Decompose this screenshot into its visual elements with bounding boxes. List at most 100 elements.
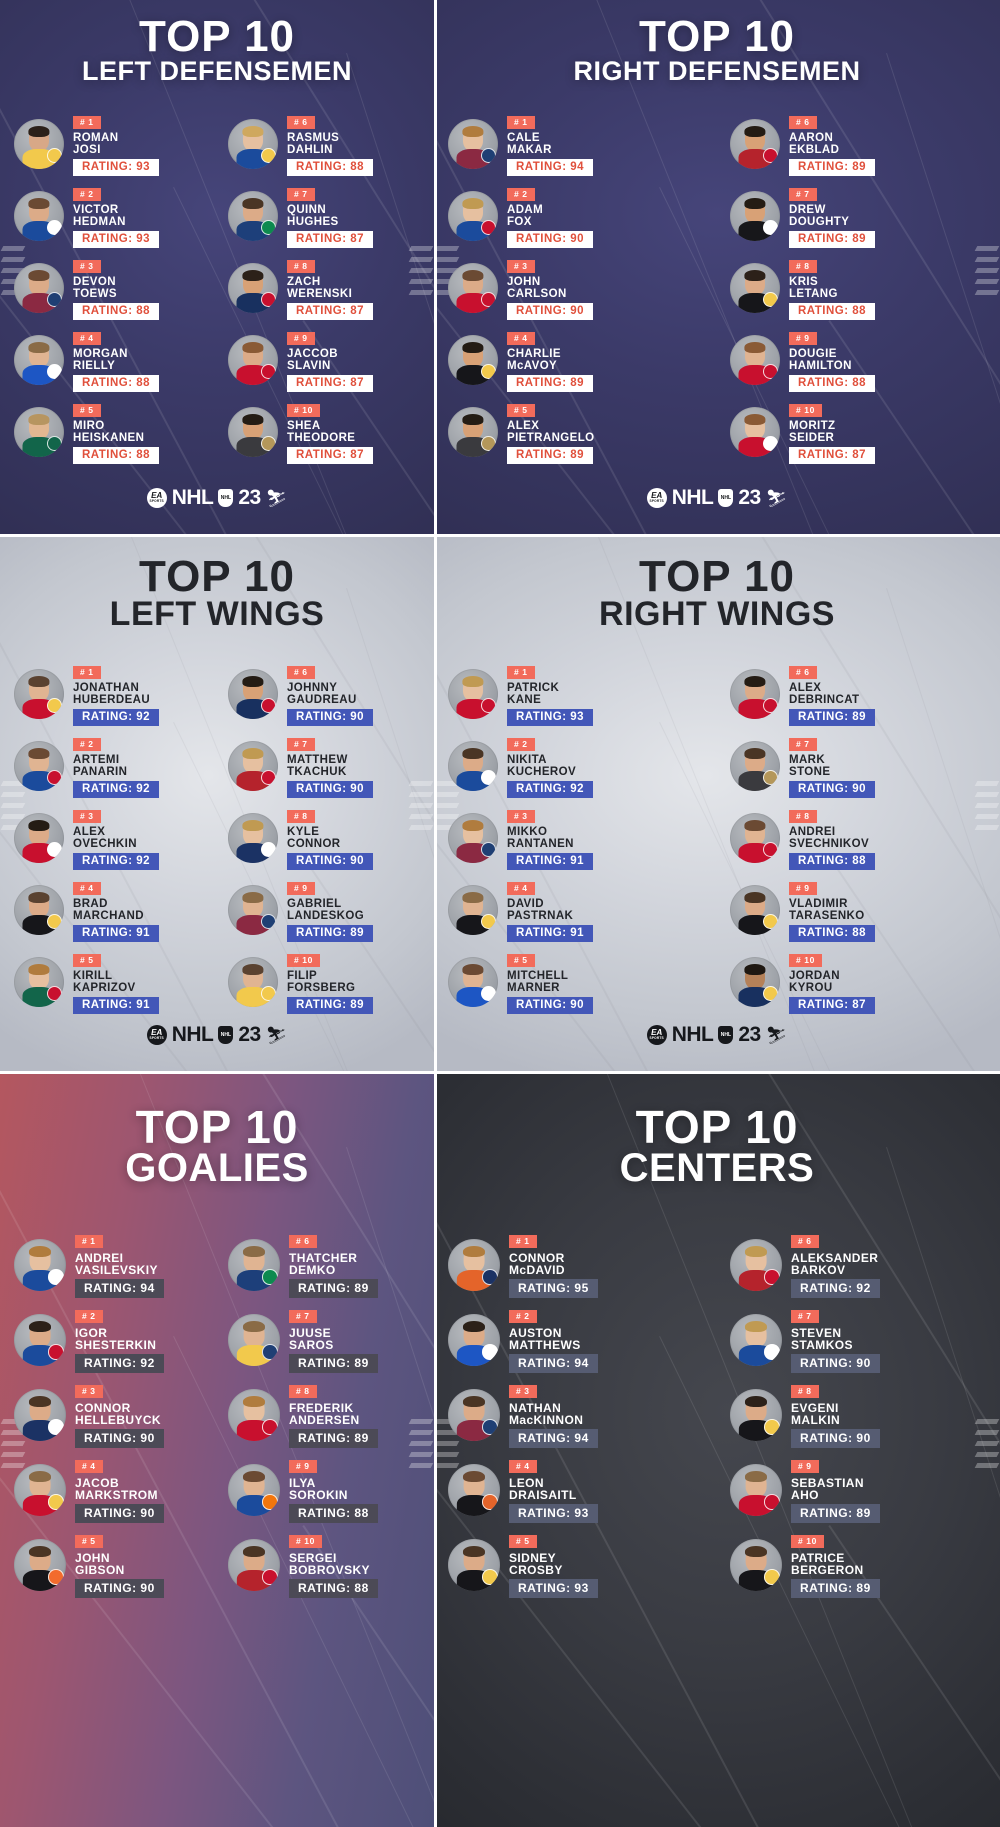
player-entry[interactable]: # 3 ALEX OVECHKIN RATING: 92 xyxy=(14,806,218,871)
player-entry[interactable]: # 2 VICTOR HEDMAN RATING: 93 xyxy=(14,184,218,249)
player-entry[interactable]: # 5 ALEX PIETRANGELO RATING: 89 xyxy=(448,400,720,465)
player-entry[interactable]: # 3 MIKKO RANTANEN RATING: 91 xyxy=(448,806,720,871)
player-entry[interactable]: # 1 CONNOR McDAVID RATING: 95 xyxy=(448,1231,720,1299)
player-entry[interactable]: # 8 FREDERIK ANDERSEN RATING: 89 xyxy=(228,1381,428,1449)
player-entry[interactable]: # 5 SIDNEY CROSBY RATING: 93 xyxy=(448,1531,720,1599)
player-entry[interactable]: # 4 LEON DRAISAITL RATING: 93 xyxy=(448,1456,720,1524)
player-info: # 6 RASMUS DAHLIN RATING: 88 xyxy=(287,112,374,177)
player-entry[interactable]: # 8 ZACH WERENSKI RATING: 87 xyxy=(228,256,428,321)
team-logo-icon xyxy=(482,1493,498,1510)
player-entry[interactable]: # 4 DAVID PASTRNAK RATING: 91 xyxy=(448,878,720,943)
player-entry[interactable]: # 5 JOHN GIBSON RATING: 90 xyxy=(14,1531,218,1599)
player-rank-badge: # 6 xyxy=(289,1235,317,1248)
player-info: # 1 ANDREI VASILEVSKIY RATING: 94 xyxy=(75,1231,164,1299)
avatar-hair xyxy=(28,1396,52,1408)
player-first-name: ANDREI xyxy=(789,826,836,838)
player-entry[interactable]: # 5 MITCHELL MARNER RATING: 90 xyxy=(448,950,720,1015)
team-logo-icon xyxy=(763,436,778,452)
player-entry[interactable]: # 6 RASMUS DAHLIN RATING: 88 xyxy=(228,112,428,177)
team-logo-icon xyxy=(482,1568,498,1585)
avatar-hair xyxy=(242,1246,266,1258)
player-entry[interactable]: # 3 JOHN CARLSON RATING: 90 xyxy=(448,256,720,321)
player-rating-badge: RATING: 89 xyxy=(289,1429,378,1449)
player-rating-badge: RATING: 88 xyxy=(789,925,876,943)
player-entry[interactable]: # 2 IGOR SHESTERKIN RATING: 92 xyxy=(14,1306,218,1374)
player-entry[interactable]: # 9 SEBASTIAN AHO RATING: 89 xyxy=(730,1456,994,1524)
player-first-name: CALE xyxy=(507,132,540,144)
player-entry[interactable]: # 9 DOUGIE HAMILTON RATING: 88 xyxy=(730,328,994,393)
avatar-hair xyxy=(744,1396,768,1408)
player-entry[interactable]: # 7 DREW DOUGHTY RATING: 89 xyxy=(730,184,994,249)
player-entry[interactable]: # 2 AUSTON MATTHEWS RATING: 94 xyxy=(448,1306,720,1374)
avatar-hair xyxy=(744,748,766,759)
player-entry[interactable]: # 6 ALEX DEBRINCAT RATING: 89 xyxy=(730,662,994,727)
player-entry[interactable]: # 1 JONATHAN HUBERDEAU RATING: 92 xyxy=(14,662,218,727)
ea-sports-sublabel: SPORTS xyxy=(649,499,664,504)
player-entry[interactable]: # 1 ANDREI VASILEVSKIY RATING: 94 xyxy=(14,1231,218,1299)
player-avatar xyxy=(448,119,498,170)
player-avatar xyxy=(448,1313,500,1366)
player-rating-badge: RATING: 88 xyxy=(73,447,160,465)
player-avatar xyxy=(730,1463,782,1516)
player-avatar xyxy=(730,1388,782,1441)
player-avatar xyxy=(228,885,278,936)
player-avatar xyxy=(228,741,278,792)
player-entry[interactable]: # 6 JOHNNY GAUDREAU RATING: 90 xyxy=(228,662,428,727)
player-rank-badge: # 4 xyxy=(73,332,101,345)
team-logo-icon xyxy=(482,1418,498,1435)
player-entry[interactable]: # 1 PATRICK KANE RATING: 93 xyxy=(448,662,720,727)
player-entry[interactable]: # 10 PATRICE BERGERON RATING: 89 xyxy=(730,1531,994,1599)
player-entry[interactable]: # 9 JACCOB SLAVIN RATING: 87 xyxy=(228,328,428,393)
player-info: # 10 PATRICE BERGERON RATING: 89 xyxy=(791,1531,880,1599)
player-entry[interactable]: # 6 AARON EKBLAD RATING: 89 xyxy=(730,112,994,177)
player-rank-badge: # 1 xyxy=(507,666,535,679)
player-entry[interactable]: # 8 EVGENI MALKIN RATING: 90 xyxy=(730,1381,994,1449)
avatar-hair xyxy=(462,126,484,137)
player-info: # 5 MITCHELL MARNER RATING: 90 xyxy=(507,950,594,1015)
player-entry[interactable]: # 7 MARK STONE RATING: 90 xyxy=(730,734,994,799)
player-entry[interactable]: # 3 CONNOR HELLEBUYCK RATING: 90 xyxy=(14,1381,218,1449)
player-entry[interactable]: # 10 FILIP FORSBERG RATING: 89 xyxy=(228,950,428,1015)
player-entry[interactable]: # 4 MORGAN RIELLY RATING: 88 xyxy=(14,328,218,393)
avatar-hair xyxy=(28,126,50,137)
player-entry[interactable]: # 2 ARTEMI PANARIN RATING: 92 xyxy=(14,734,218,799)
player-entry[interactable]: # 8 ANDREI SVECHNIKOV RATING: 88 xyxy=(730,806,994,871)
player-entry[interactable]: # 3 NATHAN MacKINNON RATING: 94 xyxy=(448,1381,720,1449)
player-entry[interactable]: # 7 QUINN HUGHES RATING: 87 xyxy=(228,184,428,249)
player-entry[interactable]: # 7 STEVEN STAMKOS RATING: 90 xyxy=(730,1306,994,1374)
player-entry[interactable]: # 2 ADAM FOX RATING: 90 xyxy=(448,184,720,249)
player-entry[interactable]: # 10 SHEA THEODORE RATING: 87 xyxy=(228,400,428,465)
player-entry[interactable]: # 4 JACOB MARKSTROM RATING: 90 xyxy=(14,1456,218,1524)
player-avatar xyxy=(228,1388,280,1441)
player-entry[interactable]: # 6 ALEKSANDER BARKOV RATING: 92 xyxy=(730,1231,994,1299)
player-last-name: MARNER xyxy=(507,981,560,994)
player-first-name: VLADIMIR xyxy=(789,898,848,910)
player-entry[interactable]: # 1 CALE MAKAR RATING: 94 xyxy=(448,112,720,177)
player-entry[interactable]: # 9 GABRIEL LANDESKOG RATING: 89 xyxy=(228,878,428,943)
player-entry[interactable]: # 8 KYLE CONNOR RATING: 90 xyxy=(228,806,428,871)
player-entry[interactable]: # 7 JUUSE SAROS RATING: 89 xyxy=(228,1306,428,1374)
player-entry[interactable]: # 9 VLADIMIR TARASENKO RATING: 88 xyxy=(730,878,994,943)
nhl-wordmark: NHL xyxy=(171,486,214,509)
player-entry[interactable]: # 5 KIRILL KAPRIZOV RATING: 91 xyxy=(14,950,218,1015)
player-entry[interactable]: # 10 JORDAN KYROU RATING: 87 xyxy=(730,950,994,1015)
panel-heading: TOP 10 LEFT DEFENSEMEN xyxy=(0,0,434,85)
player-entry[interactable]: # 4 BRAD MARCHAND RATING: 91 xyxy=(14,878,218,943)
player-entry[interactable]: # 10 MORITZ SEIDER RATING: 87 xyxy=(730,400,994,465)
player-entry[interactable]: # 3 DEVON TOEWS RATING: 88 xyxy=(14,256,218,321)
player-entry[interactable]: # 2 NIKITA KUCHEROV RATING: 92 xyxy=(448,734,720,799)
player-avatar xyxy=(448,741,498,792)
player-entry[interactable]: # 8 KRIS LETANG RATING: 88 xyxy=(730,256,994,321)
player-entry[interactable]: # 6 THATCHER DEMKO RATING: 89 xyxy=(228,1231,428,1299)
player-entry[interactable]: # 5 MIRO HEISKANEN RATING: 88 xyxy=(14,400,218,465)
player-avatar xyxy=(448,1538,500,1591)
player-entry[interactable]: # 10 SERGEI BOBROVSKY RATING: 88 xyxy=(228,1531,428,1599)
player-entry[interactable]: # 7 MATTHEW TKACHUK RATING: 90 xyxy=(228,734,428,799)
player-entry[interactable]: # 9 ILYA SOROKIN RATING: 88 xyxy=(228,1456,428,1524)
player-rank-badge: # 3 xyxy=(73,260,101,273)
player-info: # 10 JORDAN KYROU RATING: 87 xyxy=(789,950,876,1015)
player-last-name: KYROU xyxy=(789,981,833,994)
player-entry[interactable]: # 4 CHARLIE McAVOY RATING: 89 xyxy=(448,328,720,393)
player-info: # 2 IGOR SHESTERKIN RATING: 92 xyxy=(75,1306,164,1374)
player-entry[interactable]: # 1 ROMAN JOSI RATING: 93 xyxy=(14,112,218,177)
